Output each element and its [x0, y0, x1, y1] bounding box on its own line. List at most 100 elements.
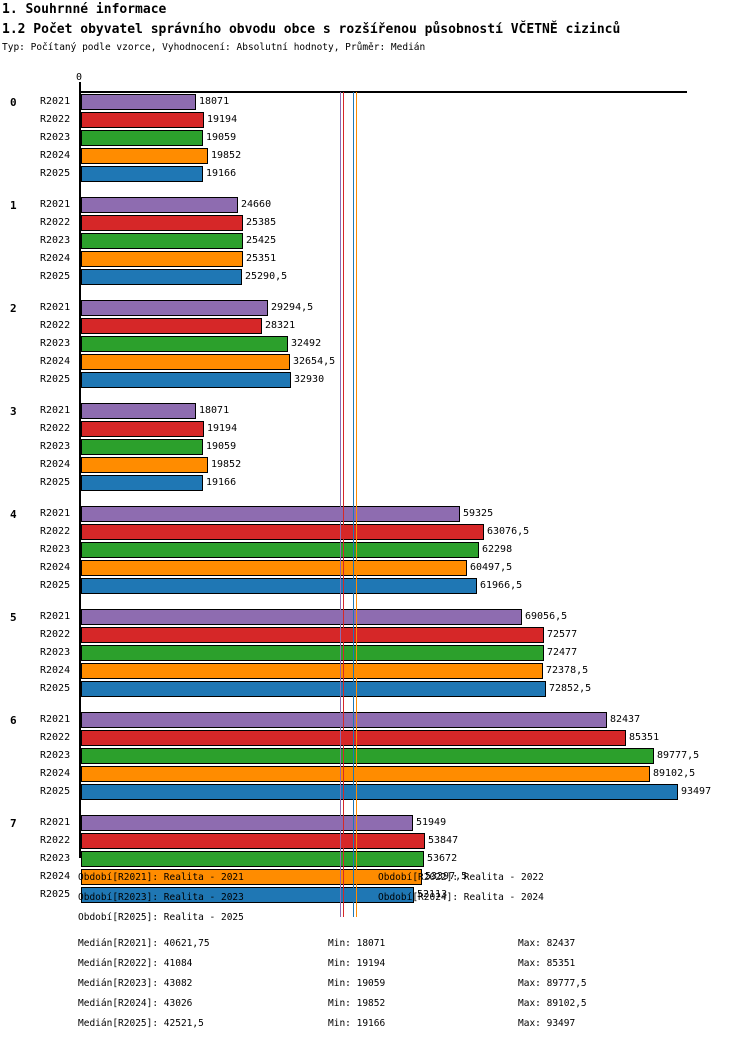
bar[interactable] — [81, 251, 243, 267]
bar[interactable] — [81, 627, 544, 643]
bar[interactable] — [81, 233, 243, 249]
bar-row[interactable]: R2024 19852 — [0, 147, 750, 165]
series-label: R2025 — [40, 477, 71, 488]
bar-row[interactable]: R2023 19059 — [0, 438, 750, 456]
bar[interactable] — [81, 166, 203, 182]
bar[interactable] — [81, 887, 414, 903]
bar-row[interactable]: R2025 25290,5 — [0, 268, 750, 286]
series-label: R2023 — [40, 853, 71, 864]
bar[interactable] — [81, 645, 544, 661]
bar[interactable] — [81, 748, 654, 764]
bar[interactable] — [81, 130, 203, 146]
bar-row[interactable]: R2024 32654,5 — [0, 353, 750, 371]
bar-row[interactable]: R2021 29294,5 — [0, 299, 750, 317]
bar[interactable] — [81, 506, 460, 522]
bar-value-label: 24660 — [241, 199, 272, 210]
bar[interactable] — [81, 300, 268, 316]
bar-row[interactable]: R2025 72852,5 — [0, 680, 750, 698]
series-label: R2023 — [40, 132, 71, 143]
bar[interactable] — [81, 663, 543, 679]
bar[interactable] — [81, 457, 208, 473]
series-label: R2024 — [40, 253, 71, 264]
bar[interactable] — [81, 354, 290, 370]
bar-value-label: 19059 — [206, 132, 237, 143]
bar-row[interactable]: R2022 53847 — [0, 832, 750, 850]
bar-row[interactable]: R2025 19166 — [0, 165, 750, 183]
bar[interactable] — [81, 578, 477, 594]
bar-row[interactable]: R2025 93497 — [0, 783, 750, 801]
bar[interactable] — [81, 815, 413, 831]
bar[interactable] — [81, 421, 204, 437]
bar-row[interactable]: R2022 63076,5 — [0, 523, 750, 541]
bar-row[interactable]: R2025 19166 — [0, 474, 750, 492]
group-index-label: 4 — [10, 508, 17, 521]
bar[interactable] — [81, 524, 484, 540]
bar[interactable] — [81, 766, 650, 782]
bar-row[interactable]: R2023 62298 — [0, 541, 750, 559]
bar-value-label: 19194 — [207, 114, 238, 125]
bar-row[interactable]: R2023 53672 — [0, 850, 750, 868]
bar[interactable] — [81, 215, 243, 231]
bar[interactable] — [81, 336, 288, 352]
bar-row[interactable]: R2024 19852 — [0, 456, 750, 474]
bar[interactable] — [81, 269, 242, 285]
bar-row[interactable]: R2021 18071 — [0, 93, 750, 111]
bar[interactable] — [81, 112, 204, 128]
bar-row[interactable]: R2023 25425 — [0, 232, 750, 250]
series-label: R2022 — [40, 835, 71, 846]
bar[interactable] — [81, 851, 424, 867]
bar[interactable] — [81, 560, 467, 576]
bar[interactable] — [81, 148, 208, 164]
bar[interactable] — [81, 784, 678, 800]
bar[interactable] — [81, 403, 196, 419]
bar-row[interactable]: R2023 89777,5 — [0, 747, 750, 765]
bar-row[interactable]: R2021 69056,5 — [0, 608, 750, 626]
bar-row[interactable]: R2021 18071 — [0, 402, 750, 420]
bar-row[interactable]: R2024 72378,5 — [0, 662, 750, 680]
bar-row[interactable]: R2021 82437 — [0, 711, 750, 729]
bar-row[interactable]: R2023 32492 — [0, 335, 750, 353]
legend-entry: Období[R2024]: Realita - 2024 — [378, 892, 544, 903]
bar[interactable] — [81, 542, 479, 558]
bar[interactable] — [81, 372, 291, 388]
median-line — [353, 92, 354, 917]
bar-row[interactable]: R2022 19194 — [0, 420, 750, 438]
bar-row[interactable]: R2025 52113 — [0, 886, 750, 904]
bar-row[interactable]: R2024 89102,5 — [0, 765, 750, 783]
series-label: R2023 — [40, 750, 71, 761]
bar-row[interactable]: R2022 25385 — [0, 214, 750, 232]
bar-row[interactable]: R2022 19194 — [0, 111, 750, 129]
bar[interactable] — [81, 318, 262, 334]
bar-row[interactable]: R2025 32930 — [0, 371, 750, 389]
bar-row[interactable]: R2022 28321 — [0, 317, 750, 335]
bar-row[interactable]: R2021 24660 — [0, 196, 750, 214]
series-label: R2021 — [40, 714, 71, 725]
bar-row[interactable]: R2022 85351 — [0, 729, 750, 747]
bar[interactable] — [81, 681, 546, 697]
bar-row[interactable]: R2024 25351 — [0, 250, 750, 268]
bar-row[interactable]: R2025 61966,5 — [0, 577, 750, 595]
median-value: Medián[R2024]: 43026 — [78, 998, 193, 1009]
bar-row[interactable]: R2023 19059 — [0, 129, 750, 147]
bar-value-label: 93497 — [681, 786, 712, 797]
page-subtitle-heading: 1.2 Počet obyvatel správního obvodu obce… — [2, 22, 621, 37]
group-index-label: 7 — [10, 817, 17, 830]
bar[interactable] — [81, 833, 425, 849]
bar-row[interactable]: R2022 72577 — [0, 626, 750, 644]
bar[interactable] — [81, 439, 203, 455]
bar-row[interactable]: R2021 59325 — [0, 505, 750, 523]
bar-row[interactable]: R2021 51949 — [0, 814, 750, 832]
median-value: Medián[R2023]: 43082 — [78, 978, 193, 989]
bar[interactable] — [81, 475, 203, 491]
bar[interactable] — [81, 197, 238, 213]
bar[interactable] — [81, 712, 607, 728]
bar-row[interactable]: R2023 72477 — [0, 644, 750, 662]
bar-row[interactable]: R2024 60497,5 — [0, 559, 750, 577]
bar[interactable] — [81, 869, 422, 885]
group-index-label: 0 — [10, 96, 17, 109]
bar[interactable] — [81, 94, 196, 110]
max-value: Max: 89777,5 — [518, 978, 587, 989]
bar-row[interactable]: R2024 53397,5 — [0, 868, 750, 886]
bar[interactable] — [81, 609, 522, 625]
bar-value-label: 52113 — [417, 889, 448, 900]
